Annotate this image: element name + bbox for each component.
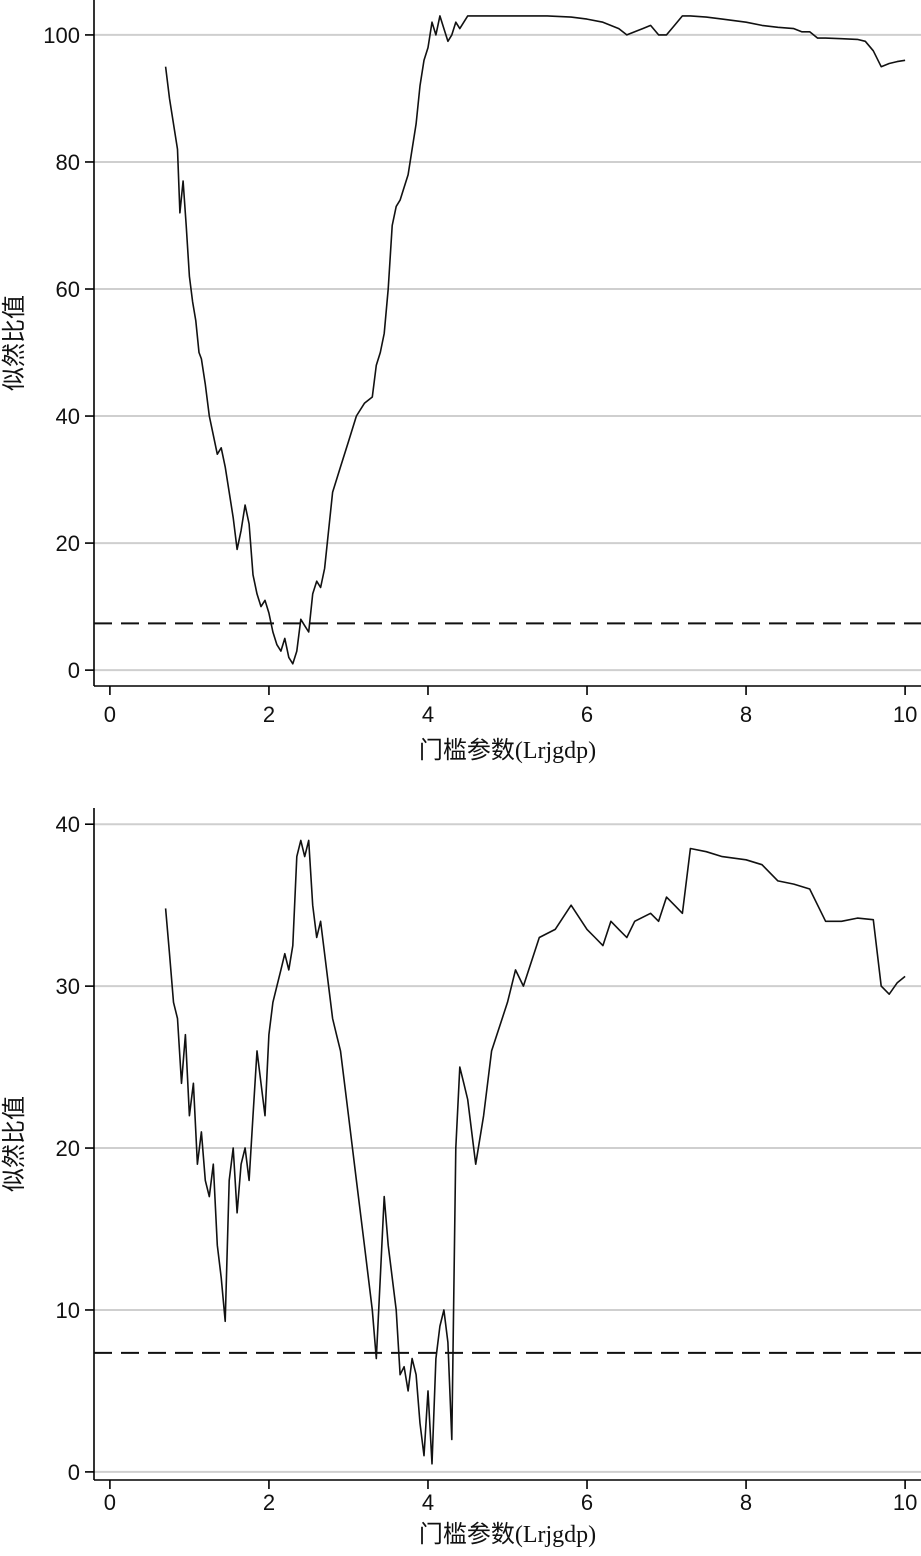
x-axis-label: 门槛参数(Lrjgdp) xyxy=(419,737,596,764)
x-tick-label: 6 xyxy=(581,1490,593,1515)
series-line xyxy=(164,15,906,665)
y-tick-label: 30 xyxy=(56,974,80,999)
y-tick-label: 40 xyxy=(56,404,80,429)
y-tick-label: 40 xyxy=(56,812,80,837)
x-tick-label: 6 xyxy=(581,702,593,727)
x-tick-label: 4 xyxy=(422,702,434,727)
chart-top: 0 20 40 60 80 100 0 2 4 6 8 10 门槛参数(Lrjgdp) 似然比值 xyxy=(1,0,921,764)
y-tick-label: 20 xyxy=(56,1136,80,1161)
y-tick-label: 100 xyxy=(43,23,80,48)
chart-bottom: 0 10 20 30 40 0 2 4 6 8 10 门槛参数(Lrjgdp) 似然比值 xyxy=(1,808,921,1548)
x-tick-label: 8 xyxy=(740,1490,752,1515)
y-tick-label: 20 xyxy=(56,531,80,556)
x-tick-label: 4 xyxy=(422,1490,434,1515)
y-axis-label: 似然比值 xyxy=(1,295,28,391)
x-tick-label: 0 xyxy=(104,1490,116,1515)
series-line xyxy=(164,839,906,1465)
y-tick-label: 0 xyxy=(68,658,80,683)
x-tick-label: 10 xyxy=(893,1490,917,1515)
x-tick-label: 8 xyxy=(740,702,752,727)
y-tick-label: 0 xyxy=(68,1460,80,1485)
x-tick-label: 2 xyxy=(263,702,275,727)
y-tick-label: 60 xyxy=(56,277,80,302)
x-tick-label: 0 xyxy=(104,702,116,727)
y-tick-label: 80 xyxy=(56,150,80,175)
x-tick-label: 2 xyxy=(263,1490,275,1515)
y-axis-label: 似然比值 xyxy=(1,1096,28,1192)
y-tick-label: 10 xyxy=(56,1298,80,1323)
x-tick-label: 10 xyxy=(893,702,917,727)
x-axis-label: 门槛参数(Lrjgdp) xyxy=(419,1521,596,1548)
